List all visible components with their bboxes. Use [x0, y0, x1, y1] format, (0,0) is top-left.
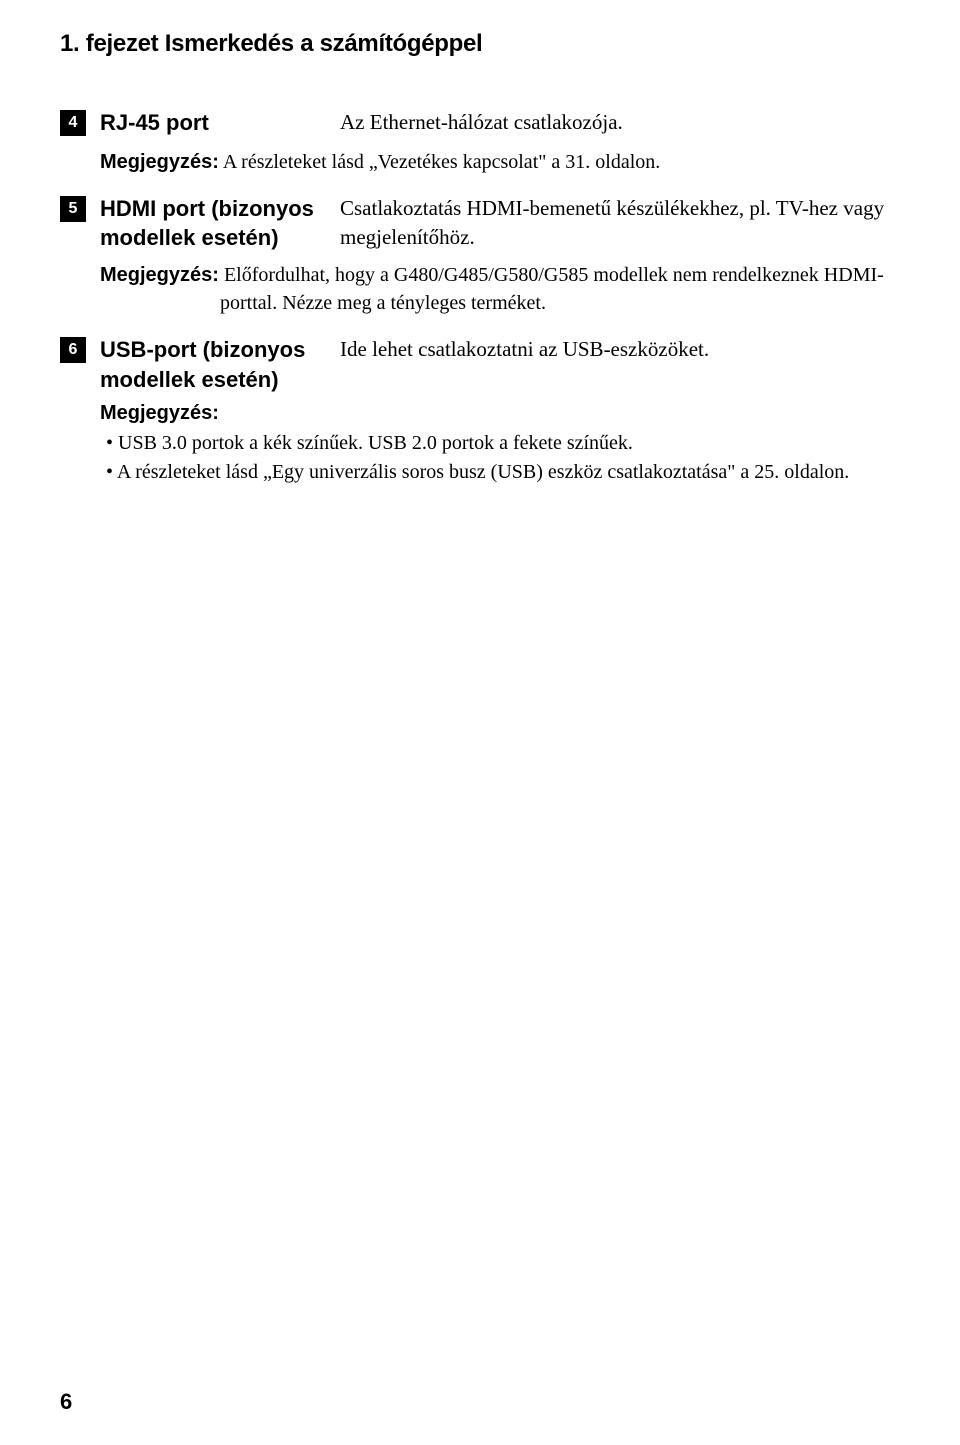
item-label: RJ-45 port	[100, 108, 340, 138]
note-block-label: Megjegyzés:	[100, 402, 900, 425]
item-description: Az Ethernet-hálózat csatlakozója.	[340, 108, 900, 137]
item-number-badge: 6	[60, 337, 86, 363]
item-label: USB-port (bizonyos modellek esetén)	[100, 335, 340, 394]
note-text: A részleteket lásd „Vezetékes kapcsolat"…	[219, 151, 660, 173]
item-description: Ide lehet csatlakoztatni az USB-eszközök…	[340, 335, 900, 364]
note-label: Megjegyzés:	[100, 264, 219, 286]
item-note-block: Megjegyzés: • USB 3.0 portok a kék színű…	[100, 402, 900, 487]
note-bullet: • USB 3.0 portok a kék színűek. USB 2.0 …	[100, 429, 900, 458]
item-label: HDMI port (bizonyos modellek esetén)	[100, 194, 340, 253]
item-row-6: 6 USB-port (bizonyos modellek esetén) Id…	[60, 335, 900, 394]
item-number-badge: 4	[60, 110, 86, 136]
note-label: Megjegyzés:	[100, 151, 219, 173]
page-number: 6	[60, 1389, 72, 1415]
note-text: Előfordulhat, hogy a G480/G485/G580/G585…	[219, 264, 884, 314]
item-row-4: 4 RJ-45 port Az Ethernet-hálózat csatlak…	[60, 108, 900, 138]
item-description: Csatlakoztatás HDMI-bemenetű készülékekh…	[340, 194, 900, 253]
item-note: Megjegyzés: A részleteket lásd „Vezetéke…	[100, 148, 900, 176]
note-bullet: • A részleteket lásd „Egy univerzális so…	[100, 458, 900, 487]
item-row-5: 5 HDMI port (bizonyos modellek esetén) C…	[60, 194, 900, 253]
item-note: Megjegyzés: Előfordulhat, hogy a G480/G4…	[100, 261, 900, 317]
item-number-badge: 5	[60, 196, 86, 222]
chapter-title: 1. fejezet Ismerkedés a számítógéppel	[60, 30, 900, 58]
